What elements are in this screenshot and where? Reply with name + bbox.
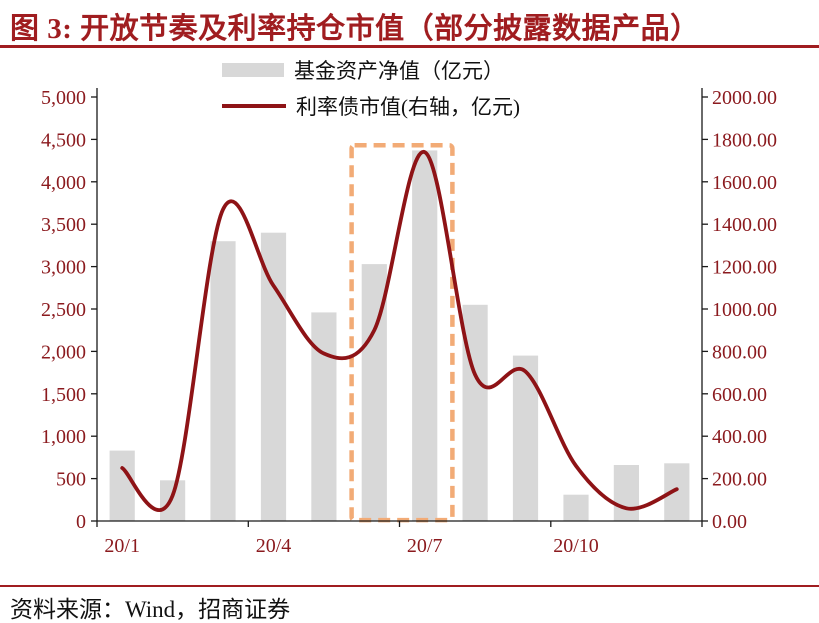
bar-20/11 bbox=[613, 465, 639, 521]
left-axis-labels: 5,000 4,500 4,000 3,500 3,000 2,500 2,000 1,500… bbox=[41, 87, 97, 533]
right-axis-tick-label: 1000.00 bbox=[712, 299, 777, 321]
right-axis-tick-label: 600.00 bbox=[712, 384, 767, 406]
line-series bbox=[120, 150, 679, 512]
chart-svg: 5,000 4,500 4,000 3,500 3,000 2,500 2,000 1,500… bbox=[41, 87, 777, 557]
legend-label-bar-series: 基金资产净值（亿元） bbox=[294, 59, 504, 83]
left-axis-tick-label: 4,000 bbox=[41, 172, 86, 194]
x-axis-tick-label: 20/4 bbox=[256, 535, 292, 557]
right-axis-labels: 2000.00 1800.00 1600.00 1400.00 1200.00 1000.… bbox=[702, 87, 777, 533]
left-axis-tick-label: 4,500 bbox=[41, 129, 86, 151]
right-axis-tick-label: 1600.00 bbox=[712, 172, 777, 194]
figure-title: 图 3: 开放节奏及利率持仓市值（部分披露数据产品） bbox=[10, 13, 700, 45]
legend-item-line-series: 利率债市值(右轴，亿元) bbox=[222, 91, 520, 121]
chart-area: 5,000 4,500 4,000 3,500 3,000 2,500 2,000 1,500… bbox=[0, 52, 819, 587]
bar-20/1 bbox=[109, 450, 135, 521]
bar-20/5 bbox=[311, 312, 337, 521]
bar-20/2 bbox=[160, 480, 186, 521]
right-axis-tick-label: 200.00 bbox=[712, 469, 767, 491]
left-axis-tick-label: 2,500 bbox=[41, 299, 86, 321]
x-axis-tick-label: 20/10 bbox=[553, 535, 599, 557]
left-axis-tick-label: 1,000 bbox=[41, 426, 86, 448]
right-axis-tick-label: 2000.00 bbox=[712, 87, 777, 109]
bar-20/10 bbox=[563, 494, 589, 521]
x-axis-tick-label: 20/7 bbox=[407, 535, 443, 557]
x-axis-tick-label: 20/1 bbox=[104, 535, 140, 557]
right-axis-tick-label: 800.00 bbox=[712, 341, 767, 363]
bar-20/4 bbox=[260, 232, 287, 521]
x-axis-labels: 20/1 20/4 20/7 20/10 bbox=[96, 521, 703, 557]
left-axis-tick-label: 500 bbox=[56, 469, 86, 491]
legend-item-bar-series: 基金资产净值（亿元） bbox=[222, 55, 520, 85]
left-axis-tick-label: 3,500 bbox=[41, 214, 86, 236]
bar-series-swatch bbox=[222, 63, 284, 77]
bar-20/7 bbox=[412, 150, 438, 521]
right-axis-tick-label: 1200.00 bbox=[712, 257, 777, 279]
bar-series bbox=[109, 150, 690, 521]
left-axis-tick-label: 3,000 bbox=[41, 257, 86, 279]
chart-legend: 基金资产净值（亿元） 利率债市值(右轴，亿元) bbox=[222, 55, 520, 121]
left-axis-tick-label: 1,500 bbox=[41, 384, 86, 406]
right-axis-tick-label: 1800.00 bbox=[712, 129, 777, 151]
line-series-swatch bbox=[222, 104, 286, 108]
legend-label-line-series: 利率债市值(右轴，亿元) bbox=[296, 95, 520, 119]
title-divider bbox=[0, 45, 819, 48]
left-axis-tick-label: 0 bbox=[76, 511, 86, 533]
highlight-box bbox=[349, 143, 455, 523]
right-axis-tick-label: 1400.00 bbox=[712, 214, 777, 236]
bar-20/3 bbox=[210, 241, 236, 521]
source-note: 资料来源：Wind，招商证券 bbox=[10, 597, 291, 622]
left-axis-tick-label: 5,000 bbox=[41, 87, 86, 109]
right-axis-tick-label: 400.00 bbox=[712, 426, 767, 448]
right-axis-tick-label: 0.00 bbox=[712, 511, 747, 533]
left-axis-tick-label: 2,000 bbox=[41, 341, 86, 363]
footer-divider bbox=[0, 585, 819, 587]
